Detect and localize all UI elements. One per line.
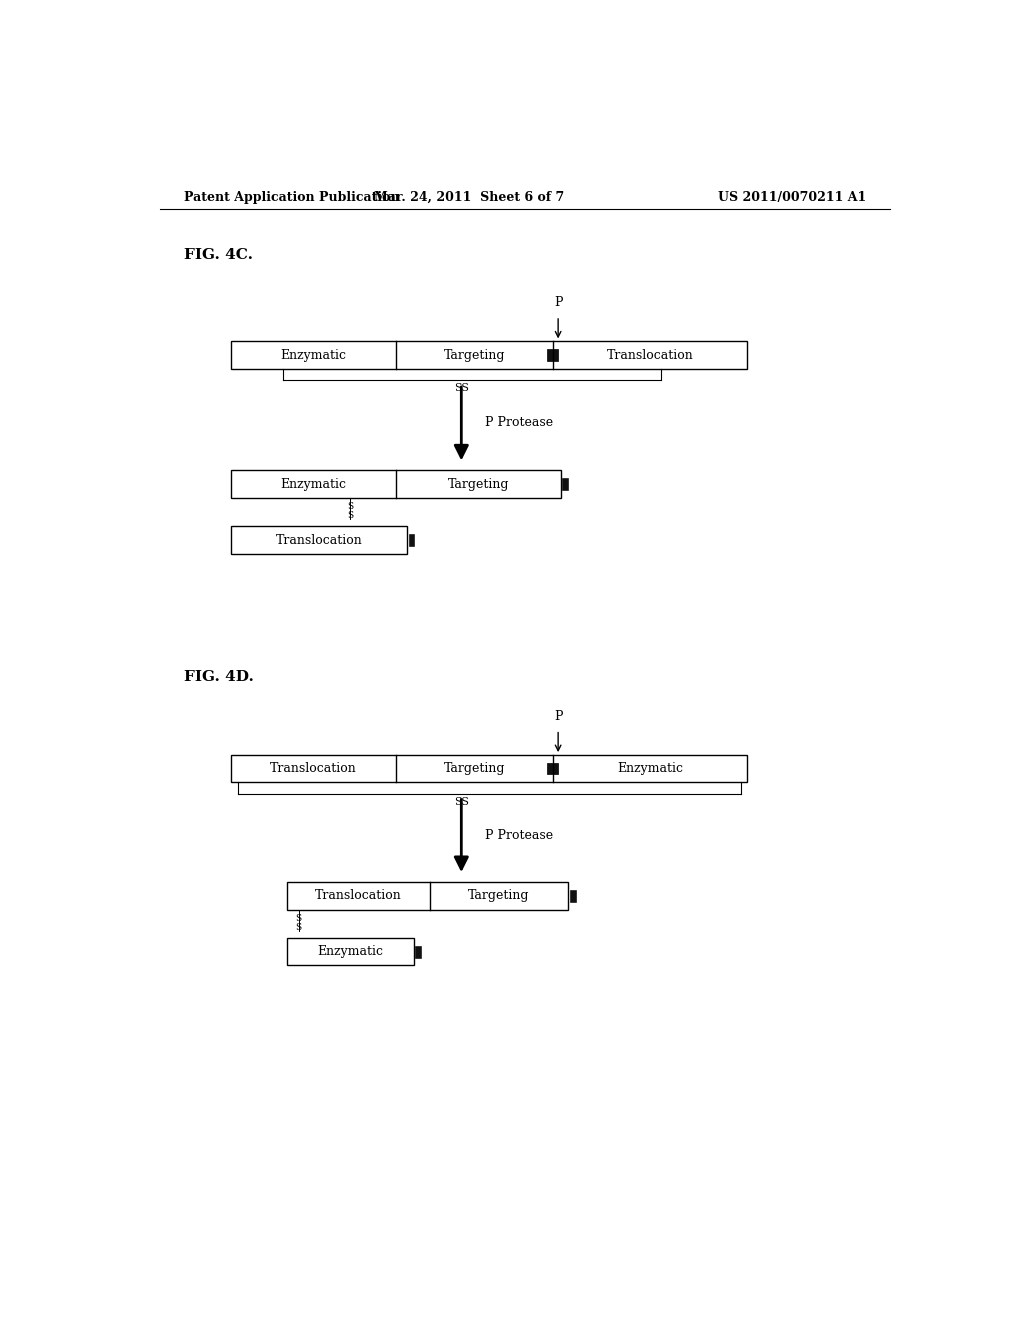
Bar bbox=[547, 763, 558, 775]
Text: Patent Application Publication: Patent Application Publication bbox=[183, 190, 399, 203]
Text: Enzymatic: Enzymatic bbox=[281, 348, 347, 362]
Text: S: S bbox=[296, 913, 302, 923]
Bar bbox=[570, 890, 575, 902]
Text: S: S bbox=[347, 511, 353, 520]
Text: Enzymatic: Enzymatic bbox=[281, 478, 347, 491]
Text: S: S bbox=[296, 923, 302, 932]
Text: Targeting: Targeting bbox=[447, 478, 509, 491]
Bar bbox=[231, 470, 560, 498]
Text: Enzymatic: Enzymatic bbox=[616, 762, 683, 775]
Bar bbox=[547, 350, 558, 360]
Bar bbox=[287, 882, 568, 909]
Text: P: P bbox=[554, 710, 562, 722]
Text: US 2011/0070211 A1: US 2011/0070211 A1 bbox=[718, 190, 866, 203]
Text: P Protease: P Protease bbox=[485, 416, 553, 429]
Text: FIG. 4C.: FIG. 4C. bbox=[183, 248, 253, 261]
Text: Targeting: Targeting bbox=[443, 762, 505, 775]
Bar bbox=[416, 945, 421, 958]
Bar bbox=[287, 939, 414, 965]
Text: Translocation: Translocation bbox=[606, 348, 693, 362]
Text: Targeting: Targeting bbox=[468, 890, 529, 903]
Text: Translocation: Translocation bbox=[275, 533, 362, 546]
Bar bbox=[231, 527, 408, 554]
Text: Mar. 24, 2011  Sheet 6 of 7: Mar. 24, 2011 Sheet 6 of 7 bbox=[374, 190, 564, 203]
Text: Targeting: Targeting bbox=[443, 348, 505, 362]
Bar bbox=[231, 755, 748, 783]
Text: Translocation: Translocation bbox=[270, 762, 357, 775]
Text: Enzymatic: Enzymatic bbox=[317, 945, 383, 958]
Bar bbox=[562, 478, 567, 490]
Text: Translocation: Translocation bbox=[314, 890, 401, 903]
Bar bbox=[409, 535, 415, 546]
Text: P: P bbox=[554, 296, 562, 309]
Text: S: S bbox=[347, 502, 353, 511]
Text: P Protease: P Protease bbox=[485, 829, 553, 842]
Bar bbox=[231, 342, 748, 368]
Text: FIG. 4D.: FIG. 4D. bbox=[183, 669, 253, 684]
Text: SS: SS bbox=[454, 797, 469, 807]
Text: SS: SS bbox=[454, 383, 469, 393]
